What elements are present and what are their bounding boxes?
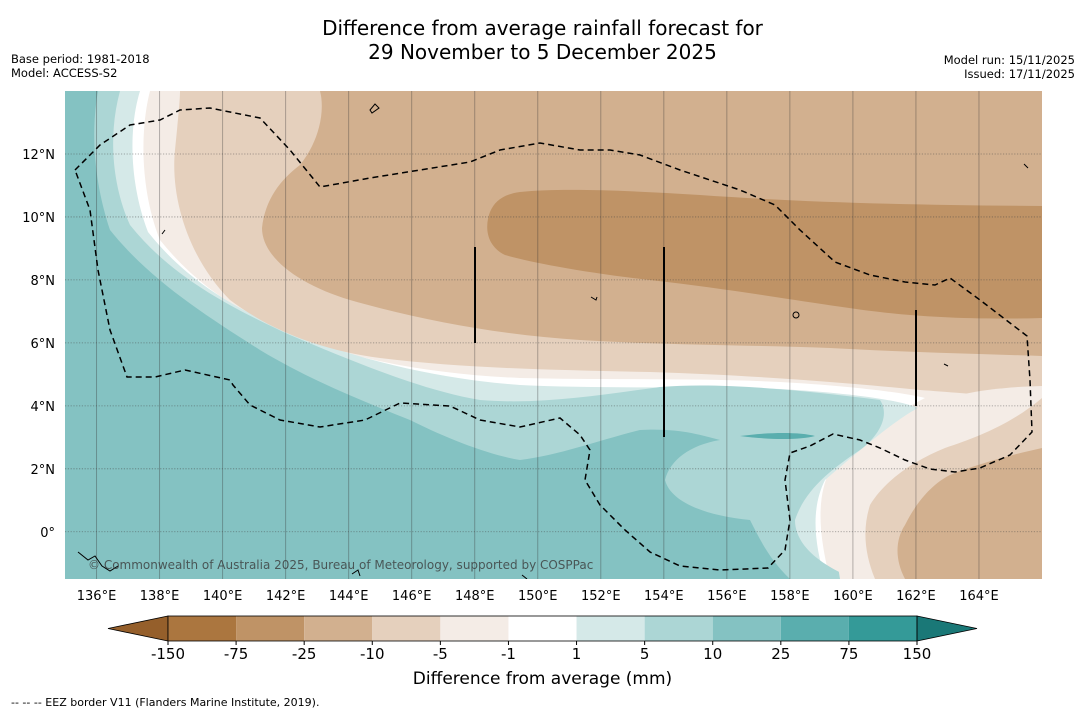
lon-label-158: 158°E (770, 589, 810, 604)
colorbar-tick-label-3: -10 (360, 645, 385, 663)
latitude-labels: 12°N 10°N 8°N 6°N 4°N 2°N 0° (22, 148, 55, 541)
longitude-labels: 136°E 138°E 140°E 142°E 144°E 146°E 148°E 150°E… (77, 589, 999, 604)
colorbar-tick-label-2: -25 (292, 645, 317, 663)
lon-label-162: 162°E (896, 589, 936, 604)
band-25-to-75 (740, 433, 815, 439)
lon-label-148: 148°E (455, 589, 495, 604)
lon-label-160: 160°E (833, 589, 873, 604)
colorbar-segment-1 (236, 616, 305, 641)
lon-label-152: 152°E (581, 589, 621, 604)
meridian-lines (96, 91, 980, 579)
lat-label-4: 4°N (31, 400, 56, 415)
copyright-text: © Commonwealth of Australia 2025, Bureau… (88, 558, 593, 572)
lat-label-0: 0° (40, 526, 55, 541)
parallel-lines (65, 153, 1042, 533)
colorbar-segment-6 (576, 616, 645, 641)
lat-label-12: 12°N (22, 148, 55, 163)
colorbar-tick-label-4: -5 (433, 645, 448, 663)
colorbar-segment-8 (712, 616, 781, 641)
colorbar-segment-0 (168, 616, 237, 641)
colorbar-tick-label-5: -1 (501, 645, 516, 663)
colorbar-segment-10 (848, 616, 917, 641)
band-minus75-to-minus25 (487, 189, 1042, 319)
lon-label-164: 164°E (959, 589, 999, 604)
lon-label-142: 142°E (266, 589, 306, 604)
colorbar-under-arrow (107, 615, 169, 642)
colorbar-tick-label-1: -75 (224, 645, 249, 663)
lon-label-136: 136°E (77, 589, 117, 604)
islands (77, 103, 1029, 579)
colorbar-tick-label-8: 10 (703, 645, 722, 663)
colorbar-tick-label-7: 5 (640, 645, 650, 663)
lat-label-8: 8°N (31, 274, 56, 289)
colorbar-tick-label-11: 150 (903, 645, 932, 663)
marker-bars (474, 247, 917, 437)
colorbar-segment-9 (780, 616, 849, 641)
colorbar-segment-3 (372, 616, 441, 641)
colorbar-segment-4 (440, 616, 509, 641)
colorbar-segment-7 (644, 616, 713, 641)
lon-label-144: 144°E (329, 589, 369, 604)
lon-label-140: 140°E (203, 589, 243, 604)
lat-label-10: 10°N (22, 211, 55, 226)
eez-legend-note: -- -- -- EEZ border V11 (Flanders Marine… (11, 696, 320, 709)
band-se-minus75 (918, 448, 1042, 579)
eez-border (74, 107, 1033, 571)
colorbar-tick-labels: -150 -75 -25 -10 -5 -1 1 5 10 25 75 150 (151, 645, 931, 663)
base-period: Base period: 1981-2018 (11, 52, 150, 66)
colorbar-over-arrow (916, 615, 978, 642)
title-line-1: Difference from average rainfall forecas… (322, 16, 763, 40)
meta-left: Base period: 1981-2018 Model: ACCESS-S2 (11, 52, 150, 80)
colorbar-tick-label-0: -150 (151, 645, 185, 663)
lat-label-6: 6°N (31, 337, 56, 352)
title-line-2: 29 November to 5 December 2025 (368, 40, 717, 64)
lon-label-146: 146°E (392, 589, 432, 604)
colorbar (107, 615, 978, 645)
model-name: Model: ACCESS-S2 (11, 66, 118, 80)
colorbar-tick-label-10: 75 (839, 645, 858, 663)
lon-label-138: 138°E (140, 589, 180, 604)
colorbar-tick-label-9: 25 (771, 645, 790, 663)
lat-label-2: 2°N (31, 463, 56, 478)
lon-label-156: 156°E (707, 589, 747, 604)
rainfall-anomaly-field: © Commonwealth of Australia 2025, Bureau… (65, 91, 1042, 579)
map-title: Difference from average rainfall forecas… (0, 16, 1085, 64)
colorbar-segment-5 (508, 616, 577, 641)
issued-date: Issued: 17/11/2025 (964, 67, 1075, 81)
colorbar-tick-label-6: 1 (572, 645, 582, 663)
colorbar-segment-2 (304, 616, 373, 641)
lon-label-154: 154°E (644, 589, 684, 604)
colorbar-frame (167, 615, 918, 642)
band-10-to-25 (65, 91, 790, 579)
colorbar-title: Difference from average (mm) (412, 669, 673, 689)
model-run: Model run: 15/11/2025 (943, 53, 1075, 67)
lon-label-150: 150°E (518, 589, 558, 604)
meta-right: Model run: 15/11/2025 Issued: 17/11/2025 (944, 53, 1075, 81)
